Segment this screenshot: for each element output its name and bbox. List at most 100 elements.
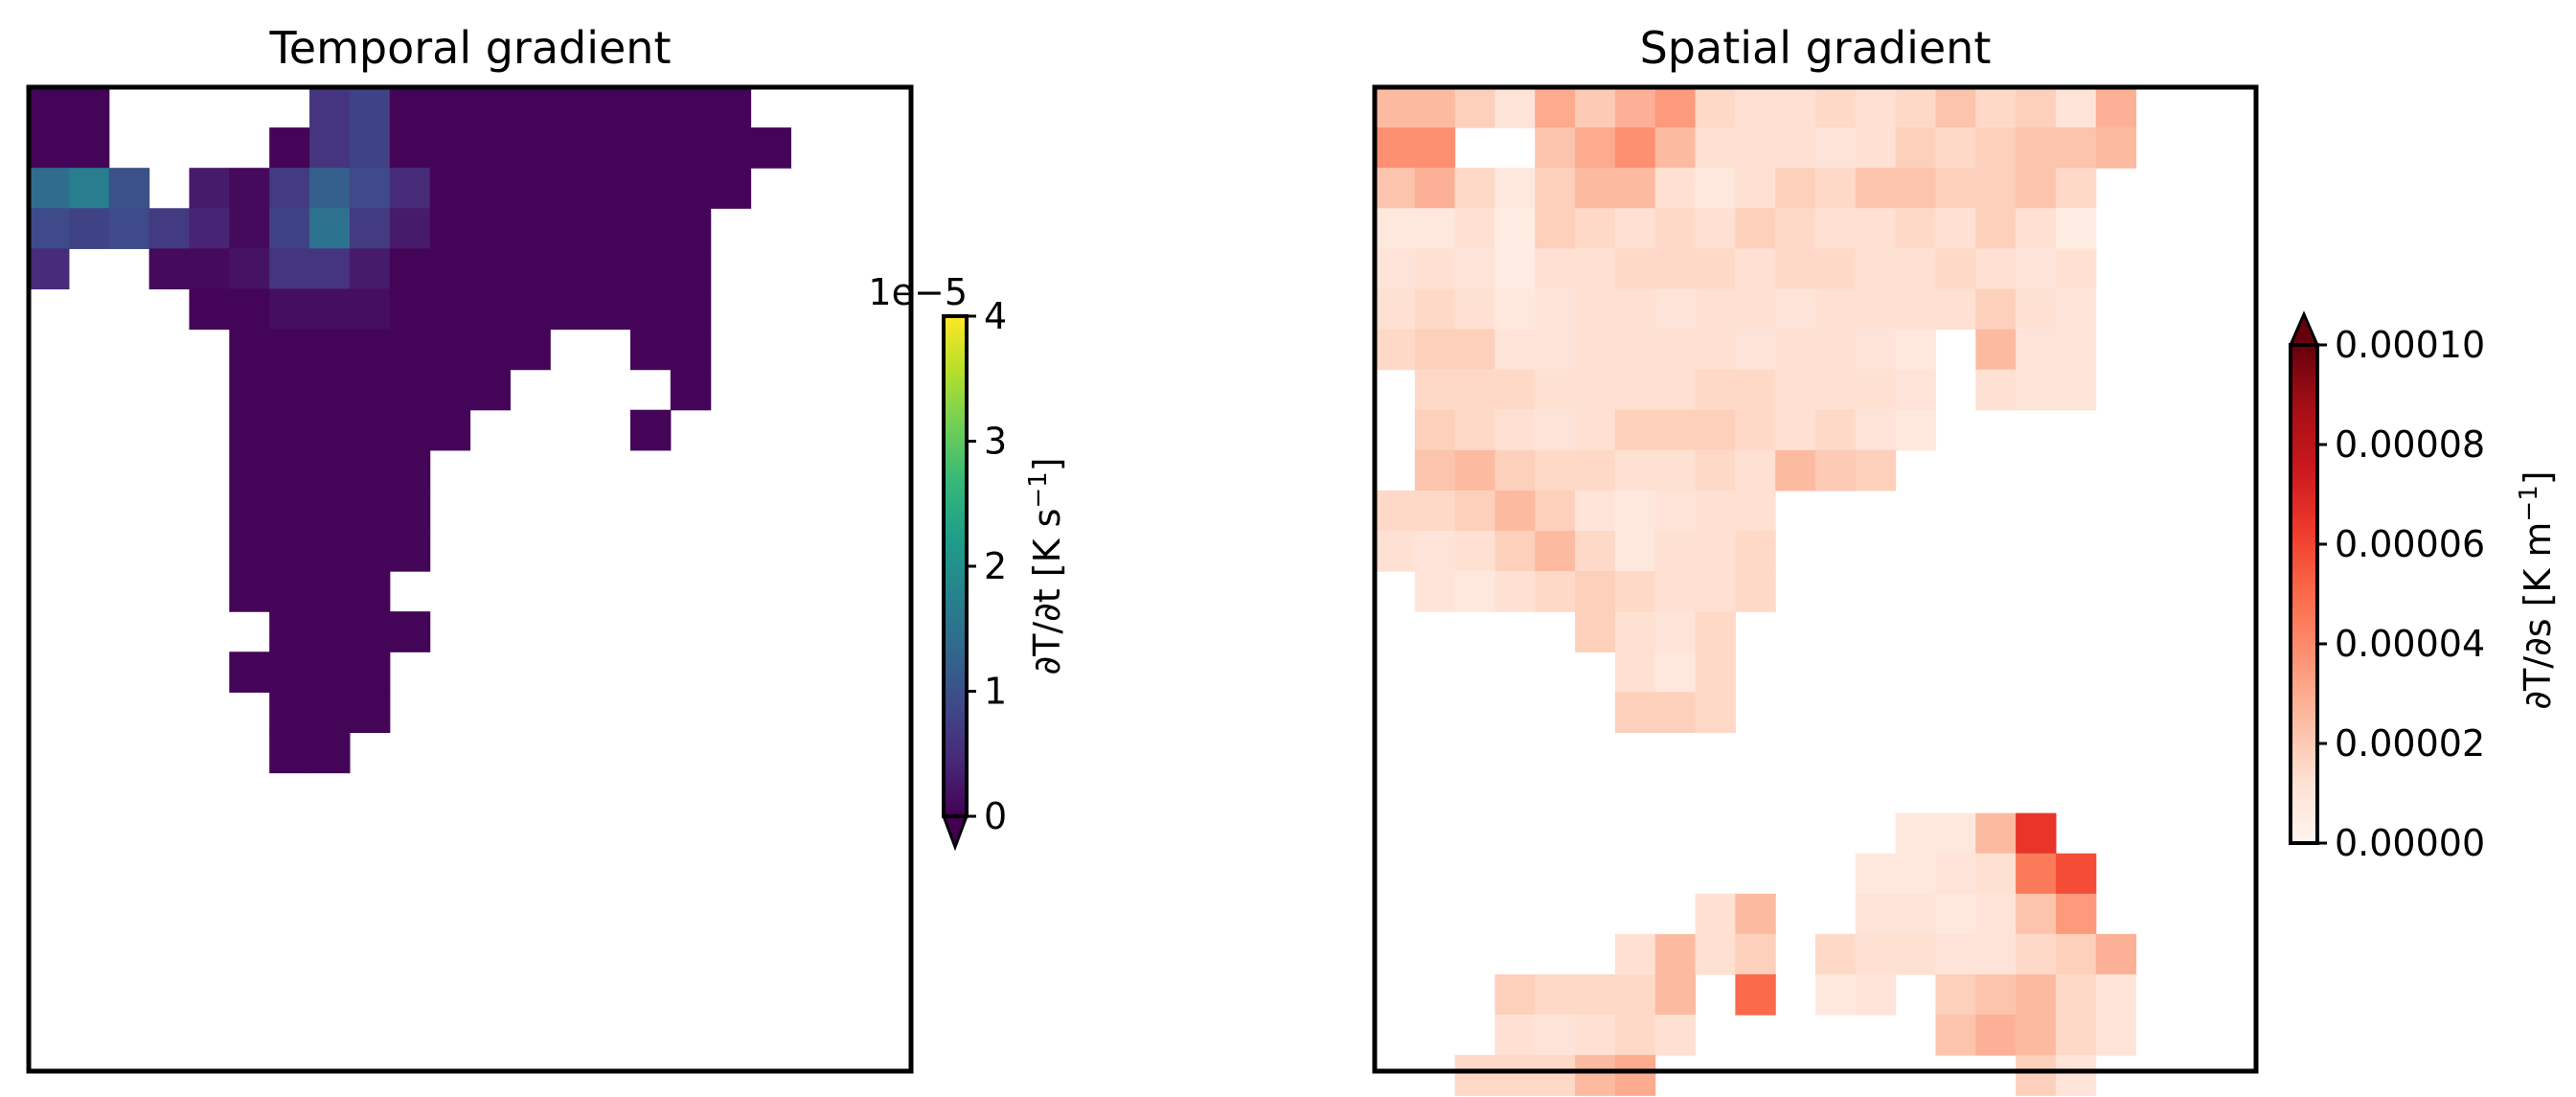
- right-heatmap-cell: [1654, 449, 1697, 491]
- right-heatmap-cell: [1575, 369, 1616, 411]
- right-heatmap-cell: [1654, 490, 1697, 532]
- right-heatmap-cell: [1855, 933, 1897, 975]
- left-heatmap-cell: [469, 208, 511, 249]
- right-heatmap-cell: [1614, 409, 1656, 451]
- right-heatmap-cell: [1975, 248, 2017, 290]
- right-heatmap-cell: [1414, 409, 1456, 451]
- right-heatmap-cell: [1575, 87, 1616, 128]
- right-heatmap-cell: [1895, 933, 1937, 975]
- right-heatmap-cell: [1695, 490, 1736, 532]
- right-heatmap-cell: [1494, 87, 1536, 128]
- right-heatmap-cell: [1695, 369, 1736, 411]
- right-heatmap-cell: [1975, 87, 2017, 128]
- right-heatmap-cell: [1454, 87, 1496, 128]
- right-heatmap-cell: [1494, 1015, 1536, 1056]
- left-heatmap-cell: [510, 208, 551, 249]
- right-heatmap-cell: [1535, 530, 1576, 572]
- left-heatmap-cell: [349, 449, 391, 491]
- right-heatmap-cell: [1535, 329, 1576, 371]
- left-heatmap-cell: [429, 208, 471, 249]
- right-heatmap-cell: [1815, 409, 1857, 451]
- right-heatmap-cell: [1494, 208, 1536, 249]
- left-heatmap-cell: [550, 248, 591, 290]
- right-heatmap-cell: [2055, 87, 2097, 128]
- right-heatmap-cell: [1454, 449, 1496, 491]
- right-heatmap-cell: [1375, 168, 1416, 209]
- right-heatmap-cell: [1935, 893, 1976, 935]
- right-heatmap-cell: [1775, 248, 1816, 290]
- left-heatmap-cell: [229, 571, 270, 612]
- right-heatmap-cell: [1494, 369, 1536, 411]
- right-heatmap-cell: [1735, 490, 1776, 532]
- right-heatmap-cell: [1454, 329, 1496, 371]
- left-heatmap-cell: [309, 127, 351, 169]
- right-heatmap-cell: [2095, 87, 2137, 128]
- right-heatmap-cell: [1975, 853, 2017, 895]
- right-heatmap-cell: [1895, 853, 1937, 895]
- right-heatmap-cell: [1575, 168, 1616, 209]
- right-heatmap-cell: [1535, 168, 1576, 209]
- right-heatmap-cell: [2016, 168, 2057, 209]
- right-title: Spatial gradient: [1640, 22, 1992, 74]
- right-heatmap-cell: [1815, 933, 1857, 975]
- right-heatmap-cell: [1815, 208, 1857, 249]
- right-heatmap-cell: [1735, 208, 1776, 249]
- left-heatmap-cell: [629, 409, 672, 451]
- left-heatmap-cell: [309, 449, 351, 491]
- right-heatmap-cell: [2016, 973, 2057, 1016]
- right-heatmap-cell: [1614, 933, 1656, 975]
- left-heatmap-cell: [389, 208, 431, 249]
- right-heatmap-cell: [1494, 288, 1536, 331]
- right-heatmap-cell: [1494, 973, 1536, 1016]
- left-heatmap-cell: [389, 87, 431, 128]
- left-colorbar-label: ∂T/∂t [K s−1]: [1024, 457, 1068, 674]
- left-heatmap-cell: [510, 87, 551, 128]
- right-heatmap-cell: [2016, 853, 2057, 895]
- left-heatmap-cell: [349, 369, 391, 411]
- left-heatmap-cell: [670, 168, 712, 209]
- right-heatmap-cell: [1775, 87, 1816, 128]
- right-heatmap-cell: [1654, 1015, 1697, 1056]
- right-heatmap-cell: [1614, 127, 1656, 169]
- left-heatmap-cell: [349, 530, 391, 572]
- right-heatmap-cell: [1735, 973, 1776, 1016]
- left-heatmap-cell: [429, 329, 471, 371]
- right-heatmap-cell: [1735, 449, 1776, 491]
- left-heatmap-cell: [469, 127, 511, 169]
- right-heatmap-cell: [2055, 127, 2097, 169]
- left-heatmap-cell: [269, 329, 310, 371]
- left-heatmap-cell: [629, 127, 672, 169]
- right-colorbar-tick-label: 0.00004: [2335, 623, 2485, 665]
- right-heatmap-cell: [1654, 87, 1697, 128]
- right-heatmap-cell: [1375, 248, 1416, 290]
- left-heatmap-cell: [670, 87, 712, 128]
- right-heatmap-cell: [1494, 168, 1536, 209]
- left-heatmap-cell: [309, 611, 351, 652]
- left-heatmap-cell: [670, 127, 712, 169]
- left-heatmap-cell: [309, 409, 351, 451]
- right-heatmap-cell: [1775, 208, 1816, 249]
- left-heatmap-cell: [349, 168, 391, 209]
- left-heatmap-cell: [349, 409, 391, 451]
- right-heatmap-cell: [2055, 248, 2097, 290]
- left-heatmap-cell: [429, 409, 471, 451]
- right-heatmap-cell: [1935, 127, 1976, 169]
- right-heatmap-cell: [1614, 490, 1656, 532]
- right-heatmap-cell: [1815, 168, 1857, 209]
- left-heatmap-cell: [269, 369, 310, 411]
- right-heatmap-cell: [1654, 571, 1697, 612]
- right-heatmap-cell: [1575, 973, 1616, 1016]
- right-heatmap-cell: [1695, 409, 1736, 451]
- right-heatmap-cell: [1855, 369, 1897, 411]
- left-heatmap-cell: [429, 248, 471, 290]
- right-heatmap-cell: [1614, 611, 1656, 652]
- right-heatmap-cell: [1935, 812, 1976, 855]
- right-heatmap-cell: [1775, 369, 1816, 411]
- left-heatmap-cell: [590, 168, 631, 209]
- right-heatmap-cell: [1695, 893, 1736, 935]
- left-heatmap-cell: [189, 248, 230, 290]
- left-heatmap-cell: [349, 248, 391, 290]
- right-heatmap-cell: [1975, 288, 2017, 331]
- right-heatmap-cell: [1695, 692, 1736, 734]
- right-heatmap-cell: [1654, 973, 1697, 1016]
